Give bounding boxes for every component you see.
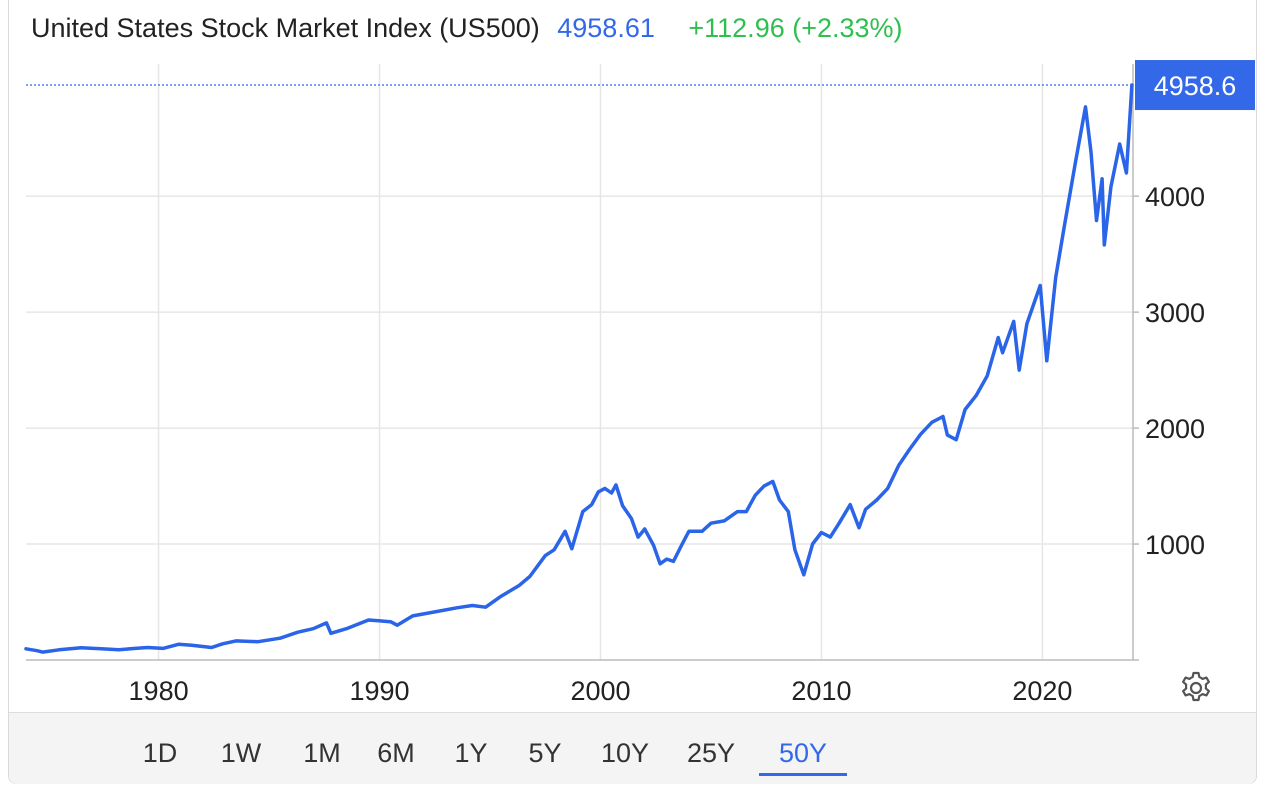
range-button-5y[interactable]: 5Y bbox=[528, 738, 562, 768]
price-series-line bbox=[24, 83, 1134, 654]
x-tick-label: 2020 bbox=[1012, 676, 1072, 706]
x-tick-label: 1980 bbox=[129, 676, 189, 706]
range-button-10y[interactable]: 10Y bbox=[600, 738, 650, 768]
y-tick-label: 3000 bbox=[1145, 298, 1205, 328]
range-button-6m[interactable]: 6M bbox=[377, 738, 415, 768]
x-tick-label: 1990 bbox=[349, 676, 409, 706]
settings-button[interactable] bbox=[1178, 670, 1214, 706]
range-button-25y[interactable]: 25Y bbox=[686, 738, 736, 768]
last-price-tag bbox=[1135, 60, 1255, 111]
price-chart[interactable]: 1000 2000 3000 4000 1980 1990 2000 2010 2020 4958… bbox=[0, 0, 1275, 712]
range-button-50y[interactable]: 50Y bbox=[759, 733, 847, 776]
range-button-1d[interactable]: 1D bbox=[142, 738, 178, 768]
x-tick-label: 2010 bbox=[791, 676, 851, 706]
y-tick-label: 1000 bbox=[1145, 530, 1205, 560]
x-tick-label: 2000 bbox=[570, 676, 630, 706]
index-change: +112.96 (+2.33%) bbox=[688, 13, 903, 43]
index-price: 4958.61 bbox=[557, 13, 655, 43]
index-title: United States Stock Market Index (US500) bbox=[31, 13, 540, 43]
time-range-bar: 1D 1W 1M 6M 1Y 5Y 10Y 25Y 50Y bbox=[9, 712, 1256, 784]
last-price-label: 4958.6 bbox=[1154, 71, 1237, 101]
range-button-1m[interactable]: 1M bbox=[303, 738, 341, 768]
y-tick-label: 2000 bbox=[1145, 414, 1205, 444]
y-tick-label: 4000 bbox=[1145, 182, 1205, 212]
gear-icon bbox=[1182, 671, 1210, 702]
range-button-1w[interactable]: 1W bbox=[220, 738, 262, 768]
range-button-1y[interactable]: 1Y bbox=[454, 738, 488, 768]
chart-header: United States Stock Market Index (US500)… bbox=[31, 10, 903, 46]
